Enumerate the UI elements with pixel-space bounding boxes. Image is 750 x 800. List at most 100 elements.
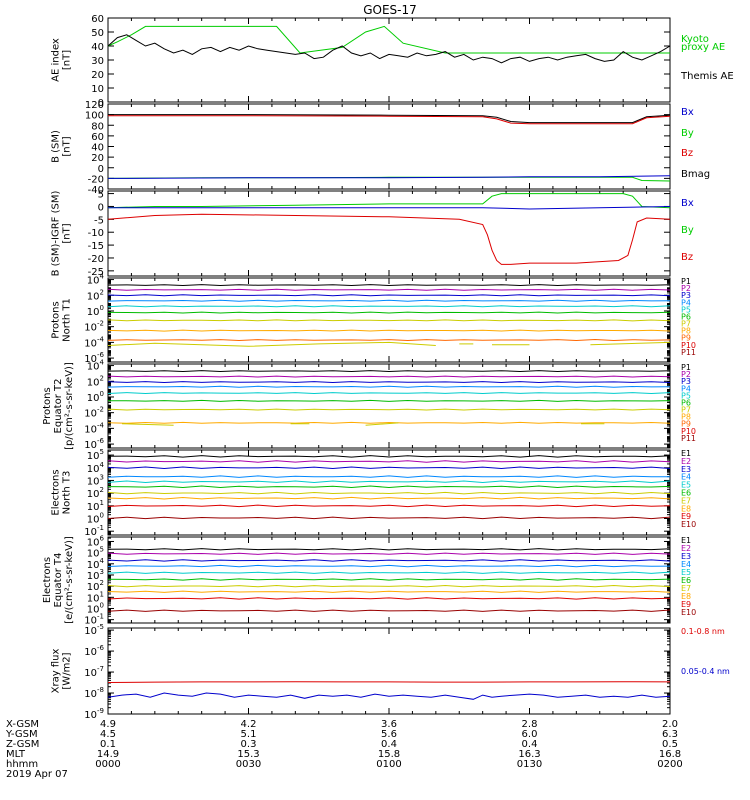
y-tick-label: 60 [91,132,104,143]
series-line-0-05-0-4-nm [107,692,671,700]
legend-label: E8 [681,592,691,601]
y-tick-exponent: 2 [100,486,104,494]
y-tick-label: 102 [87,288,104,302]
channel-line [107,319,671,322]
legend-label: P8 [681,413,691,422]
x-tick-value: 0.4 [381,739,397,750]
y-tick-exponent: -2 [97,320,104,328]
date-label: 2019 Apr 07 [6,769,68,780]
y-tick-exponent: 1 [100,499,104,507]
x-tick-value: 0030 [236,759,261,770]
channel-line [107,284,671,287]
legend-label: Kyoto [681,34,709,45]
y-tick-exponent: -2 [97,406,104,414]
legend-label: Bz [681,148,693,159]
channel-line [107,559,671,562]
x-row-label: hhmm [6,759,38,770]
y-axis-label: Protons [42,387,53,424]
channel-line [107,597,671,600]
legend-label: P11 [681,348,696,357]
legend-label: proxy AE [681,42,725,53]
y-tick-exponent: 6 [100,534,105,542]
x-tick-value: 0000 [95,759,120,770]
channel-line [107,392,671,395]
y-tick-label: 10-4 [84,335,104,349]
legend-label: E8 [681,504,691,513]
y-axis-label: Electrons [51,469,62,515]
panel-frame [107,103,671,190]
y-tick-exponent: 0 [100,512,104,520]
series-line-kyoto-proxy-ae [107,25,670,54]
x-tick-value: 0200 [657,759,682,770]
y-tick-exponent: 4 [100,359,105,367]
legend-label: P10 [681,427,696,436]
y-tick-label: 10-6 [84,644,104,658]
y-tick-label: 100 [87,390,104,404]
x-tick-value: 6.3 [662,729,678,740]
channel-line [107,381,671,384]
channel-line [107,288,671,291]
y-tick-label: -10 [88,228,104,239]
x-tick-value: 4.2 [241,719,257,730]
legend-label: P2 [681,370,691,379]
y-tick-label: 104 [87,273,105,287]
y-tick-label: 100 [87,304,104,318]
channel-line [107,338,671,342]
channel-line [107,385,671,388]
channel-line [108,399,671,402]
legend-label: E7 [681,496,691,505]
y-tick-label: 10 [91,84,104,95]
legend-label: P7 [681,320,691,329]
channel-line [107,311,671,314]
legend-label: P5 [681,305,691,314]
series-line-bz [107,213,671,265]
channel-line [107,408,671,411]
legend-label: E10 [681,520,696,529]
x-tick-value: 5.6 [381,729,397,740]
y-axis-label: Electrons [42,557,53,603]
series-line-themis-ae [107,34,671,64]
y-axis-label: [nT] [62,223,73,243]
legend-label: E5 [681,481,691,490]
legend-label: E2 [681,457,691,466]
legend-label: By [681,225,694,236]
legend-label: P11 [681,434,696,443]
y-tick-exponent: 1 [100,590,104,598]
channel-segment [365,422,399,426]
y-tick-exponent: -1 [97,613,104,621]
y-tick-label: 20 [91,70,104,81]
y-tick-label: 0 [98,202,104,213]
channel-line [107,460,671,463]
channel-line [107,491,671,495]
y-tick-label: 40 [91,42,104,53]
y-tick-label: 104 [87,359,105,373]
channel-line [107,496,671,500]
y-axis-label: B (SM)-IGRF (SM) [51,191,62,277]
channel-line [107,455,671,458]
y-tick-label: 60 [91,14,104,25]
y-tick-exponent: -5 [97,623,104,631]
y-tick-label: 20 [91,153,104,164]
x-tick-value: 2.8 [522,719,538,730]
x-tick-value: 14.9 [97,749,119,760]
legend-label: E5 [681,568,691,577]
x-tick-value: 3.6 [381,719,397,730]
y-axis-label: Xray flux [51,649,62,694]
y-tick-exponent: 2 [100,579,104,587]
y-tick-label: 40 [91,143,104,154]
legend-label: Bmag [681,169,710,180]
legend-label: P9 [681,420,691,429]
y-tick-label: 120 [85,100,104,111]
y-tick-label: 0 [98,164,104,175]
y-tick-exponent: -9 [97,707,104,715]
y-tick-label: -25 [88,267,104,278]
y-tick-label: 10-2 [84,406,104,420]
y-tick-exponent: -4 [97,335,105,343]
y-axis-label: North T1 [62,298,73,342]
legend-label: E2 [681,544,691,553]
y-axis-label: [e/(cm²-s-sr-keV)] [64,536,75,624]
y-tick-exponent: -6 [97,351,105,359]
x-tick-value: 4.5 [100,729,116,740]
